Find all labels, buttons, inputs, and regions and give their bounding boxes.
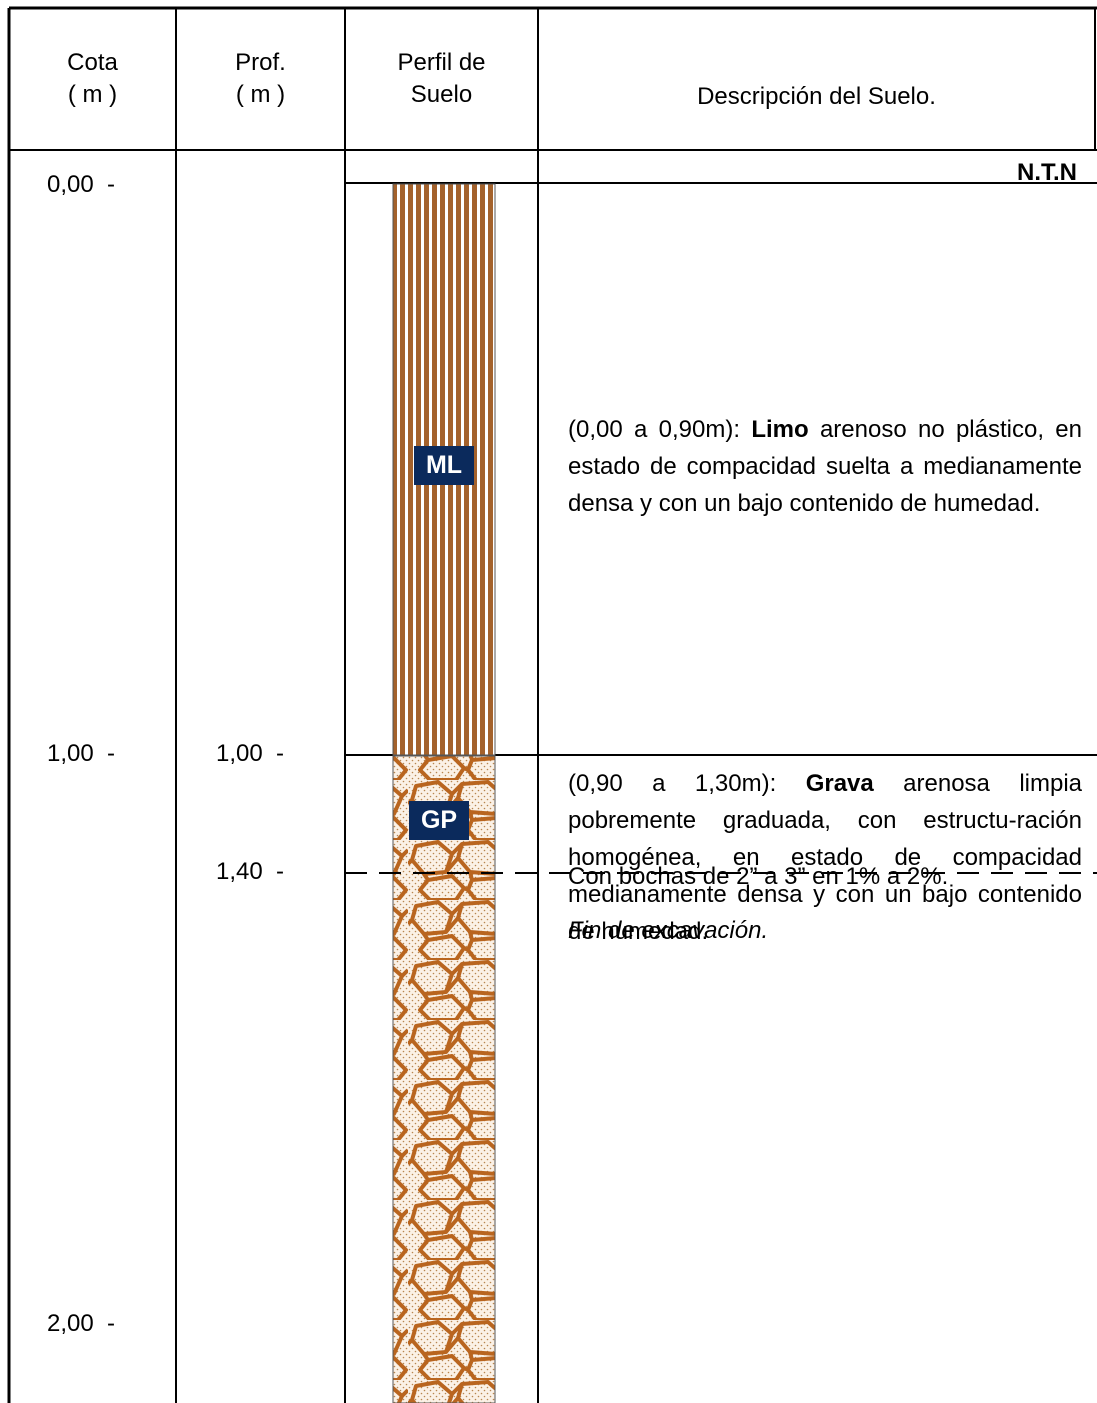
text-run: (0,00 a 0,90m): <box>568 416 752 443</box>
cota-label: 1,00 - <box>47 740 116 767</box>
header-unit: ( m ) <box>67 81 118 108</box>
header-unit: ( m ) <box>235 81 286 108</box>
text-run: (0,90 a 1,30m): <box>568 770 806 797</box>
soil-code: ML <box>414 446 474 485</box>
header-prof: Prof. <box>235 49 286 76</box>
text-run: Limo <box>751 416 809 443</box>
cota-label: 2,00 - <box>47 1310 116 1337</box>
text-run: Grava <box>805 770 874 797</box>
header-cota: Cota <box>67 49 118 76</box>
prof-label: 1,00 - <box>216 740 285 767</box>
header-descripcion: Descripción del Suelo. <box>697 83 936 110</box>
prof-label: 1,40 - <box>216 858 285 885</box>
layer-description: (0,90 a 1,30m): Grava arenosa limpia pob… <box>568 765 1082 950</box>
ground-level: N.T.N <box>1017 159 1077 186</box>
text-run: arenosa limpia pobremente graduada, con … <box>568 770 1083 945</box>
text-run: arenoso no plástico, en estado de compac… <box>568 416 1082 517</box>
layer-note: Con bochas de 2” a 3” en 1% a 2%. <box>568 863 949 890</box>
soil-code: GP <box>409 801 469 840</box>
cota-label: 0,00 - <box>47 171 116 198</box>
header-perfil: Suelo <box>410 81 473 108</box>
end-note: Fin de excavación. <box>568 917 769 944</box>
header-perfil: Perfil de <box>397 49 486 76</box>
layer-description: (0,00 a 0,90m): Limo arenoso no plástico… <box>568 411 1082 522</box>
